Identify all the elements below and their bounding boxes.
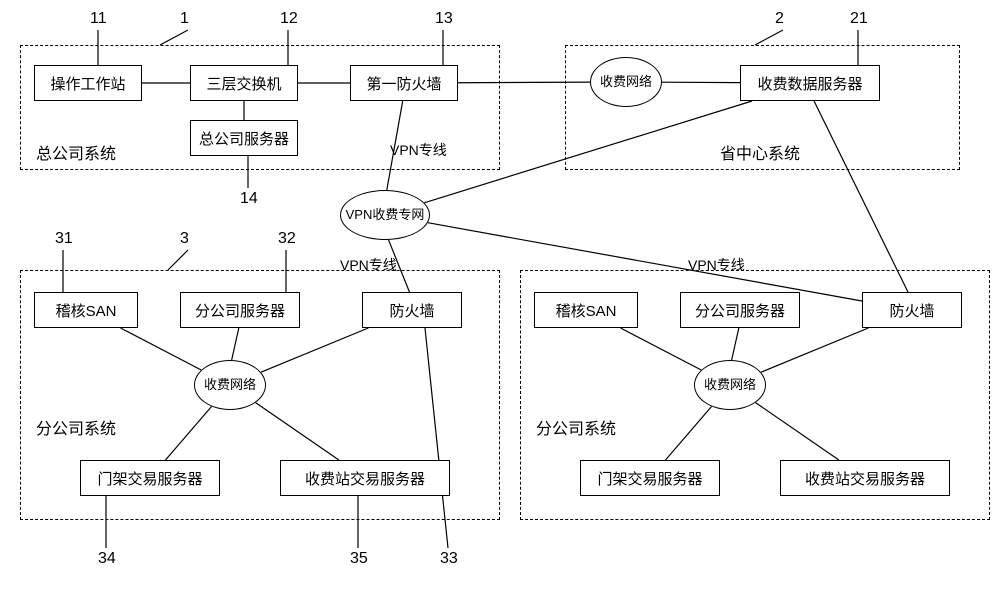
group-label-prov: 省中心系统 — [720, 140, 800, 164]
callout-34: 34 — [98, 550, 116, 568]
callout-13: 13 — [435, 10, 453, 28]
edge-label-0: VPN专线 — [390, 140, 447, 160]
callout-11: 11 — [90, 10, 107, 28]
node-rb3: 防火墙 — [862, 292, 962, 328]
node-r33: 防火墙 — [362, 292, 462, 328]
node-e3: 收费网络 — [194, 360, 266, 410]
node-r32: 分公司服务器 — [180, 292, 300, 328]
callout-21: 21 — [850, 10, 868, 28]
callout-3: 3 — [180, 230, 189, 248]
node-r21: 收费数据服务器 — [740, 65, 880, 101]
node-r12: 三层交换机 — [190, 65, 298, 101]
group-label-sub2: 分公司系统 — [536, 415, 616, 439]
group-label-sub1: 分公司系统 — [36, 415, 116, 439]
edge-label-1: VPN专线 — [340, 255, 397, 275]
node-rb5: 收费站交易服务器 — [780, 460, 950, 496]
node-r11: 操作工作站 — [34, 65, 142, 101]
edge-label-2: VPN专线 — [688, 255, 745, 275]
node-r13: 第一防火墙 — [350, 65, 458, 101]
node-r34: 门架交易服务器 — [80, 460, 220, 496]
node-rb1: 稽核SAN — [534, 292, 638, 328]
node-r31: 稽核SAN — [34, 292, 138, 328]
node-r35: 收费站交易服务器 — [280, 460, 450, 496]
group-label-hq: 总公司系统 — [36, 140, 116, 164]
node-e2: VPN收费专网 — [340, 190, 430, 240]
callout-1: 1 — [180, 10, 189, 28]
node-e1: 收费网络 — [590, 57, 662, 107]
callout-31: 31 — [55, 230, 73, 248]
node-r14: 总公司服务器 — [190, 120, 298, 156]
node-rb2: 分公司服务器 — [680, 292, 800, 328]
node-rb4: 门架交易服务器 — [580, 460, 720, 496]
callout-14: 14 — [240, 190, 258, 208]
node-e4: 收费网络 — [694, 360, 766, 410]
callout-33: 33 — [440, 550, 458, 568]
callout-35: 35 — [350, 550, 368, 568]
callout-32: 32 — [278, 230, 296, 248]
callout-12: 12 — [280, 10, 298, 28]
callout-2: 2 — [775, 10, 784, 28]
